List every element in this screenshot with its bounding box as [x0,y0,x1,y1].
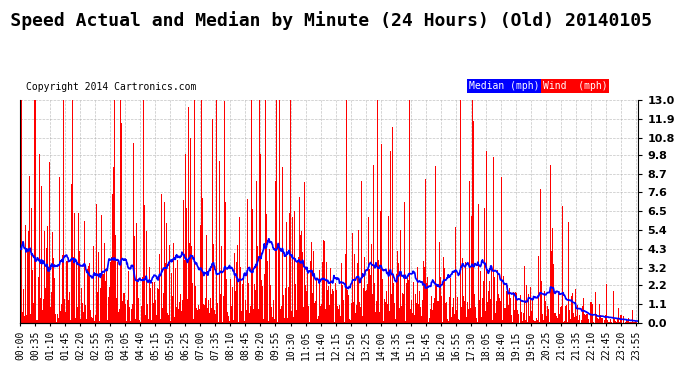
Text: Wind Speed Actual and Median by Minute (24 Hours) (Old) 20140105: Wind Speed Actual and Median by Minute (… [0,11,651,30]
Text: Wind  (mph): Wind (mph) [542,81,607,91]
Text: Median (mph): Median (mph) [469,81,540,91]
Text: Copyright 2014 Cartronics.com: Copyright 2014 Cartronics.com [26,82,197,92]
